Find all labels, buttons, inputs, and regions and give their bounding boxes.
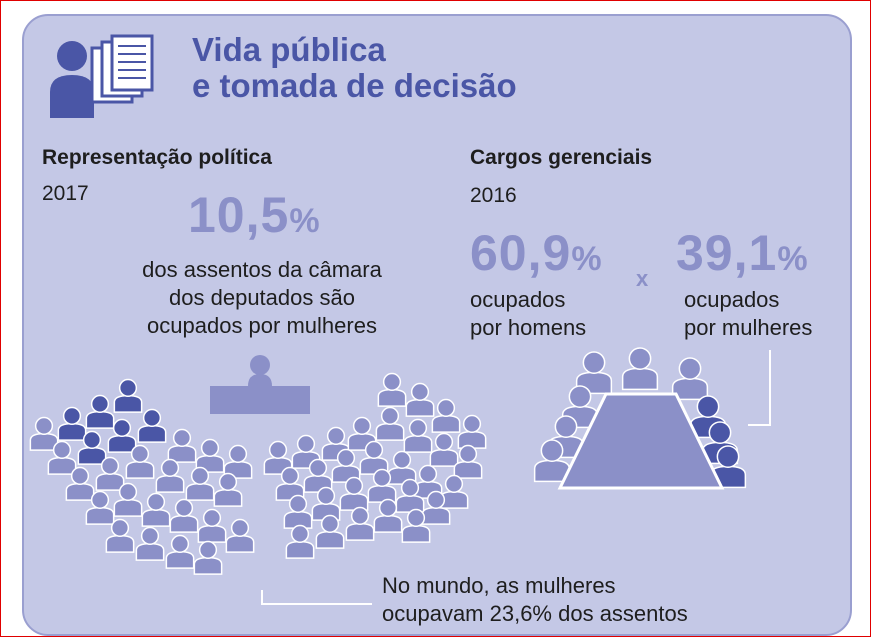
man-figure <box>671 357 709 401</box>
man-figure <box>533 439 571 483</box>
seat-figure <box>169 498 199 533</box>
seat-figure <box>405 382 435 417</box>
infographic-panel <box>22 14 852 636</box>
seat-figure <box>431 398 461 433</box>
men-desc-line-1: ocupados <box>470 287 566 312</box>
seat-figure <box>291 434 321 469</box>
seat-figure <box>85 394 115 429</box>
connector-line-women <box>748 350 771 426</box>
seat-figure <box>135 526 165 561</box>
seat-figure <box>439 474 469 509</box>
left-unit: % <box>289 202 321 240</box>
left-desc-line-3: ocupados por mulheres <box>147 313 377 338</box>
seat-figure <box>125 444 155 479</box>
seat-figure <box>57 406 87 441</box>
seat-figure <box>85 490 115 525</box>
seat-figure <box>141 492 171 527</box>
political-representation-heading: Representação política <box>42 146 272 169</box>
left-desc-line-1: dos assentos da câmara <box>142 257 382 282</box>
men-big-stat: 60,9% <box>470 224 603 282</box>
women-desc-line-1: ocupados <box>684 287 780 312</box>
comparison-separator: x <box>636 266 649 291</box>
seat-figure <box>339 476 369 511</box>
seat-figure <box>395 478 425 513</box>
men-unit: % <box>571 240 603 278</box>
seat-figure <box>345 506 375 541</box>
title-line-2: e tomada de decisão <box>192 67 517 104</box>
seat-figure <box>47 440 77 475</box>
seat-figure <box>95 456 125 491</box>
world-footnote: No mundo, as mulheres ocupavam 23,6% dos… <box>382 572 688 628</box>
seat-figure <box>263 440 293 475</box>
seat-figure <box>403 418 433 453</box>
title-line-1: Vida pública <box>192 31 386 68</box>
seat-figure <box>137 408 167 443</box>
women-description: ocupados por mulheres <box>684 286 812 342</box>
meeting-table-icon <box>533 347 747 490</box>
men-description: ocupados por homens <box>470 286 586 342</box>
seat-figure <box>401 508 431 543</box>
seat-figure <box>113 378 143 413</box>
seat-figure <box>77 430 107 465</box>
footnote-line-1: No mundo, as mulheres <box>382 573 616 598</box>
women-desc-line-2: por mulheres <box>684 315 813 340</box>
seat-figure <box>29 416 59 451</box>
seat-figure <box>193 540 223 575</box>
seat-figure <box>457 414 487 449</box>
seat-figure <box>367 468 397 503</box>
seat-figure <box>105 518 135 553</box>
seat-figure <box>197 508 227 543</box>
connector-line-world <box>261 590 372 605</box>
seat-figure <box>65 466 95 501</box>
seat-figure <box>283 494 313 529</box>
seat-figure <box>375 406 405 441</box>
left-desc-line-2: dos deputados são <box>169 285 355 310</box>
women-big-stat: 39,1% <box>676 224 809 282</box>
seat-figure <box>377 372 407 407</box>
seat-figure <box>453 444 483 479</box>
left-year: 2017 <box>42 182 89 205</box>
seat-figure <box>185 466 215 501</box>
seat-figure <box>225 518 255 553</box>
seat-figure <box>155 458 185 493</box>
seat-figure <box>107 418 137 453</box>
seat-figure <box>213 472 243 507</box>
management-heading: Cargos gerenciais <box>470 146 653 169</box>
seat-figure <box>373 498 403 533</box>
seat-figure <box>421 490 451 525</box>
page-title: Vida pública e tomada de decisão <box>192 32 517 104</box>
seat-figure <box>167 428 197 463</box>
left-description: dos assentos da câmara dos deputados são… <box>112 256 412 340</box>
left-big-stat: 10,5% <box>188 186 321 244</box>
seat-figure <box>429 432 459 467</box>
seat-figure <box>315 514 345 549</box>
seat-figure <box>113 482 143 517</box>
women-unit: % <box>777 240 809 278</box>
man-figure <box>621 347 659 391</box>
parliament-seats-icon <box>29 355 487 575</box>
right-year: 2016 <box>470 184 517 207</box>
seat-figure <box>285 524 315 559</box>
left-value: 10,5 <box>188 187 290 243</box>
men-desc-line-2: por homens <box>470 315 587 340</box>
footnote-line-2: ocupavam 23,6% dos assentos <box>382 601 688 626</box>
seat-figure <box>165 534 195 569</box>
women-value: 39,1 <box>676 225 778 281</box>
person-documents-icon <box>50 34 154 118</box>
men-value: 60,9 <box>470 225 572 281</box>
